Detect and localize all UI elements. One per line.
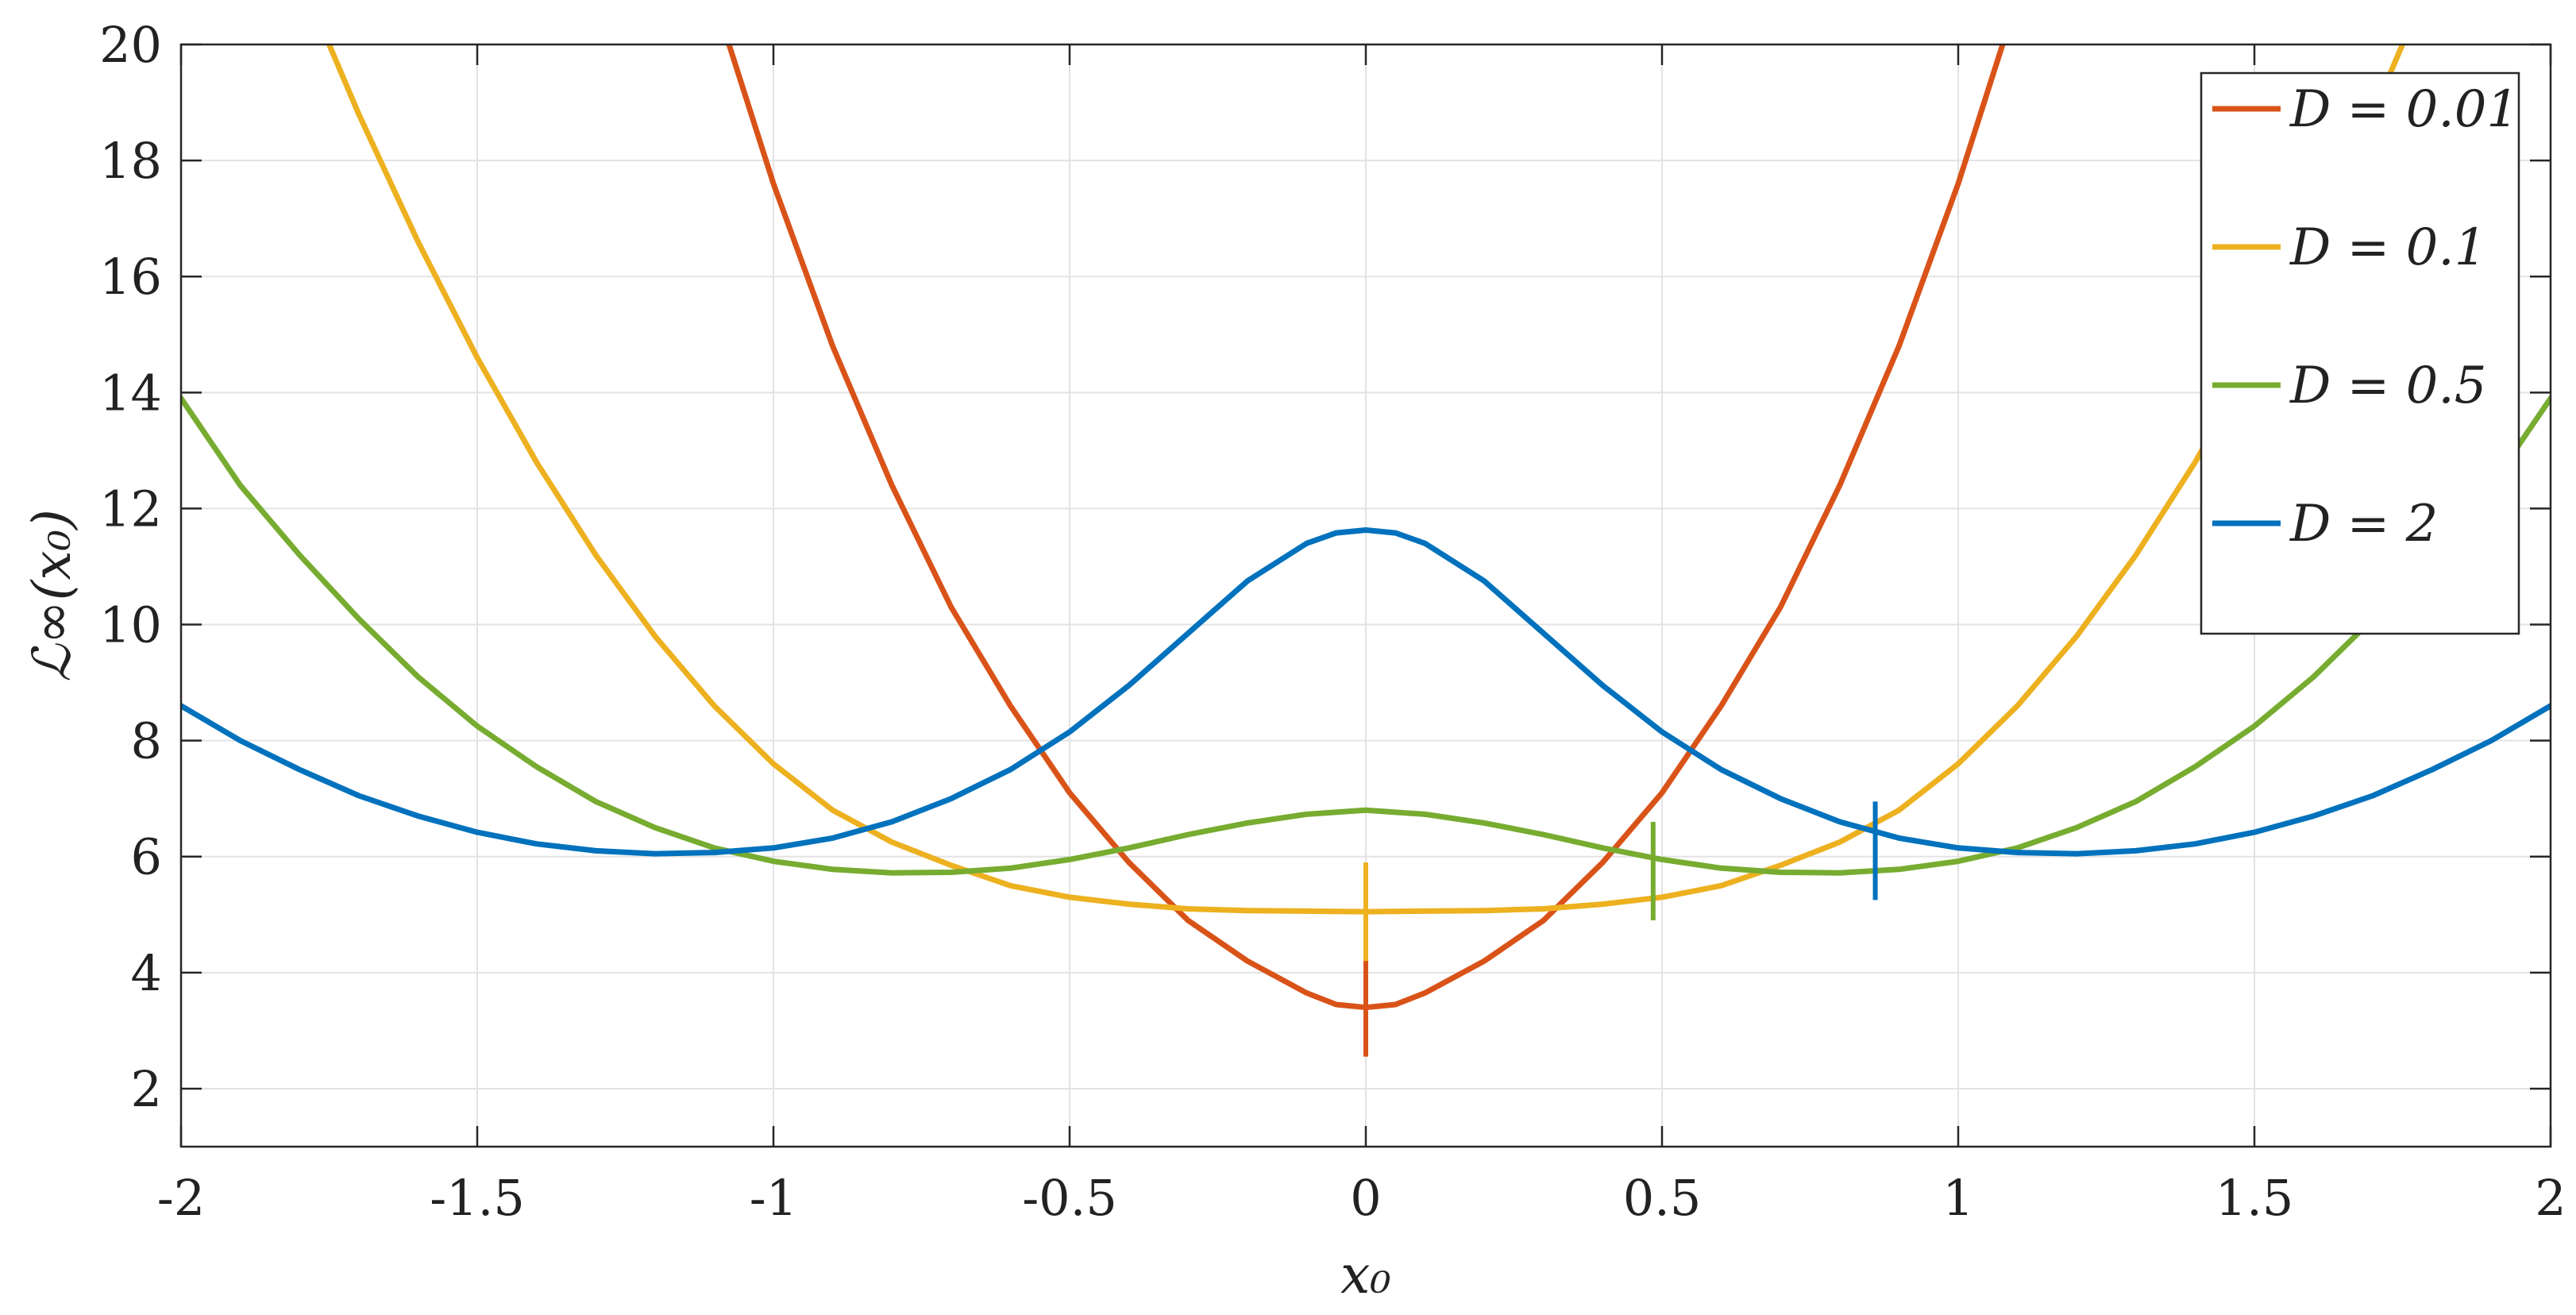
y-tick-label: 10 [99, 596, 162, 654]
series-line [181, 395, 2551, 876]
x-axis-label: x₀ [1340, 1244, 1391, 1305]
x-tick-label: -0.5 [1022, 1169, 1117, 1227]
y-tick-label: 4 [131, 944, 162, 1002]
legend-label: D = 0.1 [2289, 218, 2486, 277]
x-tick-label: -1.5 [430, 1169, 525, 1227]
x-tick-label: 0.5 [1623, 1169, 1702, 1227]
y-tick-label: 6 [131, 828, 162, 886]
legend: D = 0.01 D = 0.1 D = 0.5 D = 2 [2200, 71, 2520, 635]
series-markers [1363, 801, 1878, 1057]
y-tick-label: 16 [99, 248, 162, 306]
legend-box [2200, 71, 2520, 635]
legend-label: D = 0.01 [2289, 80, 2519, 139]
y-tick-label: 12 [99, 480, 162, 538]
series-line [181, 527, 2551, 857]
ticks: -2 -1.5 -1 -0.5 0 0.5 1 1.5 2 2 4 6 8 10 12 14 16 18 20 [99, 16, 2566, 1227]
legend-label: D = 0.5 [2289, 357, 2486, 415]
x-tick-label: 1.5 [2215, 1169, 2294, 1227]
y-tick-label: 18 [99, 132, 162, 190]
x-tick-label: 2 [2535, 1169, 2566, 1227]
x-tick-label: -1 [750, 1169, 797, 1227]
y-tick-label: 20 [99, 16, 162, 74]
x-tick-label: 0 [1350, 1169, 1381, 1227]
x-tick-label: -2 [157, 1169, 205, 1227]
y-tick-label: 8 [131, 712, 162, 770]
y-axis-label: ℒ∞(x₀) [21, 509, 83, 682]
legend-label: D = 2 [2289, 495, 2438, 553]
y-tick-label: 2 [131, 1060, 162, 1118]
grid [180, 44, 2551, 1147]
y-tick-label: 14 [99, 364, 162, 422]
x-tick-label: 1 [1942, 1169, 1973, 1227]
